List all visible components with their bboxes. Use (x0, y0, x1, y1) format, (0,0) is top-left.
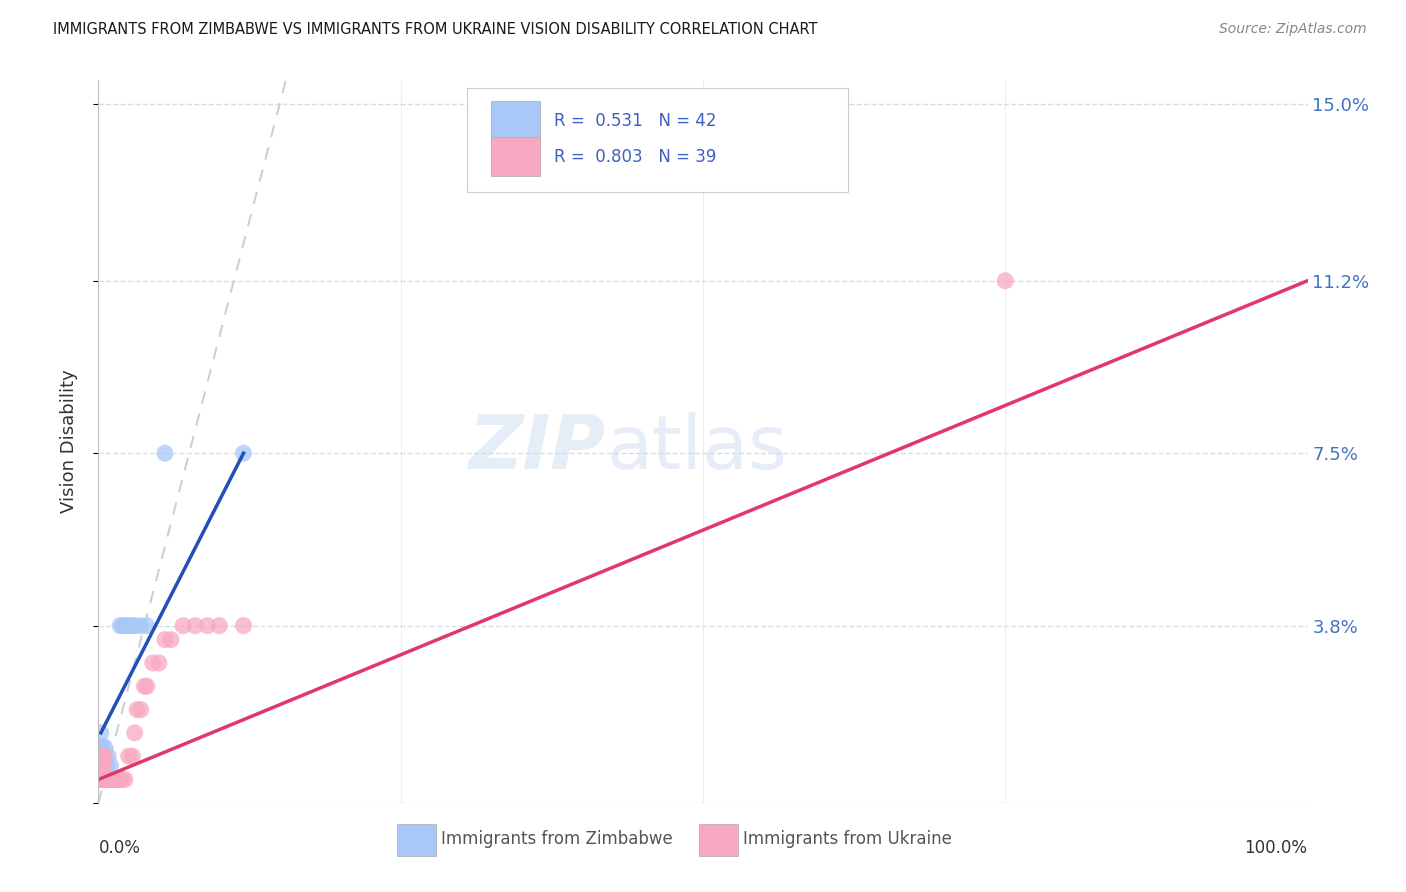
Text: 0.0%: 0.0% (98, 838, 141, 857)
Point (93, 749, 115, 764)
Point (96, 772, 118, 787)
Point (153, 632, 176, 647)
Point (94, 758, 117, 772)
Point (93, 772, 115, 787)
Point (100, 772, 122, 787)
Point (108, 618, 131, 632)
Point (107, 772, 129, 787)
Text: Immigrants from Ukraine: Immigrants from Ukraine (742, 830, 952, 848)
Point (91, 772, 114, 787)
Point (90, 749, 112, 764)
FancyBboxPatch shape (396, 823, 436, 855)
Text: Immigrants from Zimbabwe: Immigrants from Zimbabwe (440, 830, 672, 848)
Point (90, 772, 112, 787)
Point (96, 772, 118, 787)
Point (98, 772, 121, 787)
Point (91, 739, 114, 754)
Point (195, 618, 218, 632)
Point (89, 772, 111, 787)
Point (98, 772, 121, 787)
Point (101, 772, 124, 787)
Point (91, 758, 114, 772)
FancyBboxPatch shape (492, 101, 540, 140)
Text: atlas: atlas (606, 412, 787, 485)
Point (107, 772, 129, 787)
Point (172, 618, 194, 632)
Point (97, 772, 120, 787)
Point (100, 772, 122, 787)
Point (97, 749, 120, 764)
Point (118, 749, 141, 764)
Text: 100.0%: 100.0% (1244, 838, 1308, 857)
Point (142, 656, 165, 670)
Text: IMMIGRANTS FROM ZIMBABWE VS IMMIGRANTS FROM UKRAINE VISION DISABILITY CORRELATIO: IMMIGRANTS FROM ZIMBABWE VS IMMIGRANTS F… (53, 22, 818, 37)
Point (94, 772, 117, 787)
Point (114, 772, 136, 787)
Point (124, 726, 146, 740)
Point (91, 749, 114, 764)
Point (103, 772, 125, 787)
Text: ZIP: ZIP (470, 412, 606, 485)
Point (118, 618, 141, 632)
Point (127, 702, 149, 716)
FancyBboxPatch shape (699, 823, 738, 855)
Point (101, 772, 124, 787)
Point (90, 726, 112, 740)
Point (89, 749, 111, 764)
Point (90, 758, 112, 772)
Point (134, 679, 156, 693)
Point (135, 679, 157, 693)
Point (105, 772, 128, 787)
Point (89, 749, 111, 764)
Point (89, 758, 111, 772)
Point (94, 772, 117, 787)
FancyBboxPatch shape (492, 137, 540, 177)
Point (91, 758, 114, 772)
Text: R =  0.803   N = 39: R = 0.803 N = 39 (554, 148, 717, 166)
Point (90, 772, 112, 787)
Point (93, 772, 115, 787)
Point (91, 749, 114, 764)
Point (89, 739, 111, 754)
Point (100, 772, 122, 787)
Point (91, 772, 114, 787)
Point (91, 772, 114, 787)
Point (129, 618, 152, 632)
Point (121, 749, 143, 764)
Point (114, 618, 136, 632)
Point (160, 632, 183, 647)
Point (184, 618, 207, 632)
Point (91, 758, 114, 772)
Point (97, 772, 120, 787)
Point (129, 702, 152, 716)
Point (994, 274, 1017, 288)
FancyBboxPatch shape (467, 87, 848, 193)
Point (148, 656, 170, 670)
Point (90, 758, 112, 772)
Point (111, 618, 134, 632)
Point (100, 758, 122, 772)
Point (108, 772, 131, 787)
Y-axis label: Vision Disability: Vision Disability (59, 369, 77, 514)
Point (96, 758, 118, 772)
Point (124, 618, 146, 632)
Point (135, 618, 157, 632)
Point (89, 772, 111, 787)
Text: Source: ZipAtlas.com: Source: ZipAtlas.com (1219, 22, 1367, 37)
Point (91, 749, 114, 764)
Point (93, 758, 115, 772)
Point (91, 772, 114, 787)
Point (121, 618, 143, 632)
Text: R =  0.531   N = 42: R = 0.531 N = 42 (554, 112, 717, 129)
Point (208, 618, 231, 632)
Point (104, 772, 127, 787)
Point (89, 758, 111, 772)
Point (93, 739, 115, 754)
Point (111, 772, 134, 787)
Point (153, 446, 176, 460)
Point (232, 618, 254, 632)
Point (232, 446, 254, 460)
